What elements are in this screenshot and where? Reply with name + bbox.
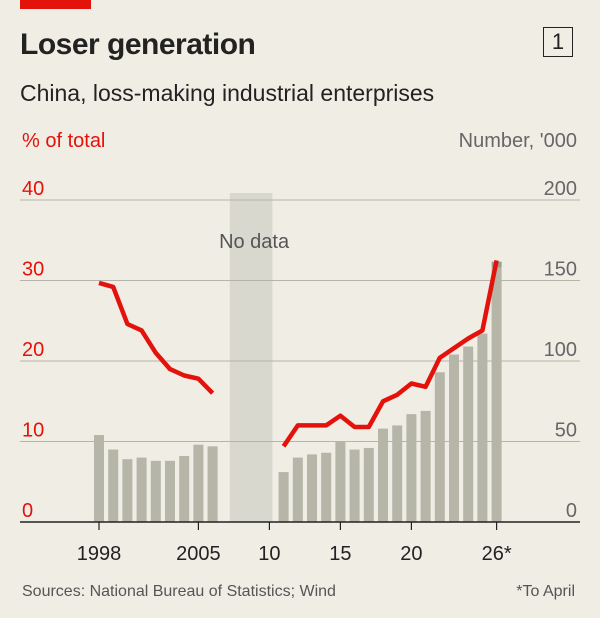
bar-2023 (449, 354, 459, 522)
bar-2024 (463, 346, 474, 522)
bar-2021 (420, 410, 431, 522)
bar-2016 (349, 449, 360, 522)
bar-2017 (363, 447, 374, 522)
bar-2020 (406, 414, 417, 522)
bar-2000 (122, 459, 133, 522)
bar-2014 (321, 452, 332, 522)
x-tick-label: 2005 (176, 543, 221, 565)
right-tick-label: 50 (555, 420, 577, 442)
chart-area: No data 0 0 10 50 20 100 30 150 40 200 % of total Nu… (20, 130, 580, 565)
chart-title: Loser generation (20, 28, 256, 61)
left-axis-title: % of total (22, 130, 105, 152)
source-note: Sources: National Bureau of Statistics; … (22, 583, 336, 600)
x-tick-label: 1998 (77, 543, 122, 565)
no-data-band (229, 193, 273, 522)
bar-2001 (136, 457, 147, 522)
left-tick-label: 40 (22, 178, 44, 200)
chart-number-badge: 1 (543, 27, 573, 57)
x-tick-label: 10 (258, 543, 280, 565)
bar-2012 (292, 457, 303, 522)
bar-2004 (179, 455, 190, 522)
left-tick-label: 10 (22, 420, 44, 442)
bar-2019 (392, 425, 403, 522)
bar-2013 (307, 454, 317, 522)
left-tick-label: 20 (22, 339, 44, 361)
chart-subtitle: China, loss-making industrial enterprise… (20, 80, 435, 106)
line-segment-2 (281, 259, 499, 448)
right-tick-label: 100 (544, 339, 577, 361)
x-tick-label: 15 (329, 543, 351, 565)
bar-2022 (434, 372, 445, 522)
left-tick-label: 30 (22, 259, 44, 281)
right-axis-title: Number, '000 (459, 130, 577, 152)
bar-2002 (150, 460, 161, 522)
bar-1999 (108, 449, 119, 522)
bar-2003 (165, 460, 175, 522)
right-tick-label: 0 (566, 500, 577, 522)
bar-2005 (193, 444, 204, 522)
x-tick-label: 26* (482, 543, 512, 565)
bar-1998 (94, 435, 104, 522)
bar-2018 (378, 428, 388, 522)
footnote: *To April (516, 583, 575, 600)
x-tick-label: 20 (400, 543, 422, 565)
right-tick-label: 200 (544, 178, 577, 200)
right-tick-label: 150 (544, 259, 577, 281)
bar-2011 (278, 472, 289, 522)
no-data-label: No data (219, 231, 290, 253)
accent-bar (20, 0, 91, 9)
line-segment-1 (98, 280, 215, 395)
bar-2015 (335, 441, 346, 522)
bar-2025 (477, 333, 488, 522)
left-tick-label: 0 (22, 500, 33, 522)
bar-2006 (207, 446, 218, 522)
bar-2026 (491, 267, 502, 522)
